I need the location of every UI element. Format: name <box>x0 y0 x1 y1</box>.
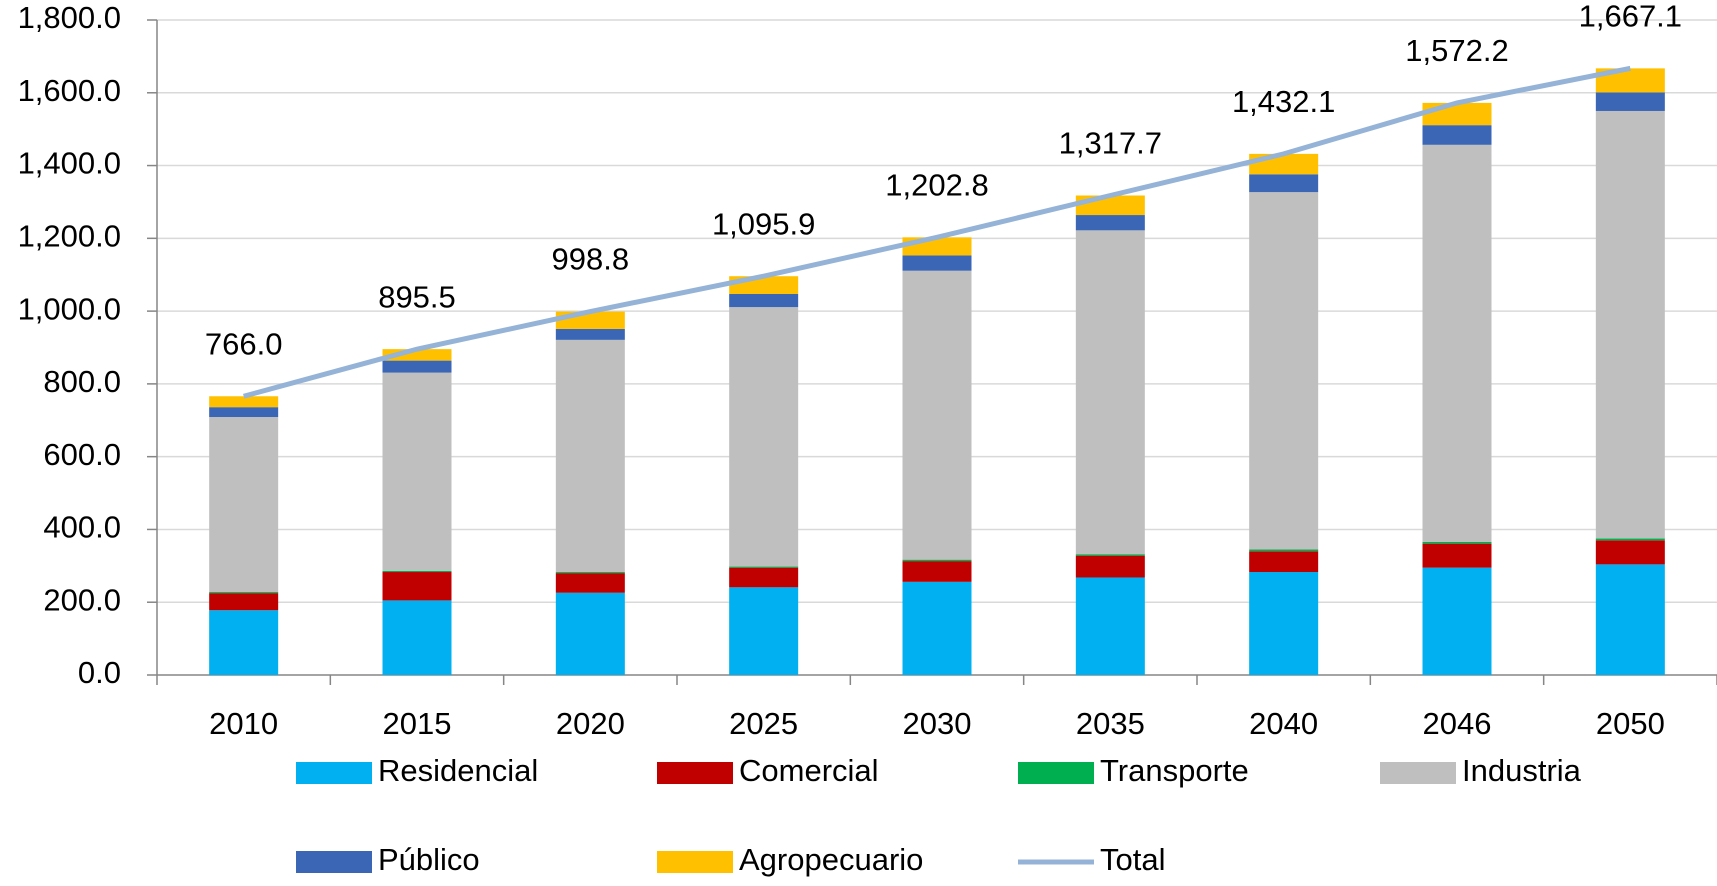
bar-segment <box>555 339 625 573</box>
data-label: 998.8 <box>552 242 630 277</box>
legend-label: Agropecuario <box>739 842 923 877</box>
bar-segment <box>1249 153 1319 175</box>
bar-segment <box>902 270 972 560</box>
legend-label: Industria <box>1462 753 1582 788</box>
y-tick-label: 1,200.0 <box>18 219 121 254</box>
bar-segment <box>209 407 279 418</box>
bar-segment <box>1595 564 1665 675</box>
bar-segment <box>729 307 799 567</box>
bar-segment <box>1595 110 1665 539</box>
data-label: 1,572.2 <box>1405 33 1508 68</box>
bar-segment <box>1249 551 1319 573</box>
bar-segment <box>1422 144 1492 542</box>
total-line <box>243 65 1631 399</box>
bar-segment <box>1249 192 1319 550</box>
x-tick-label: 2035 <box>1076 706 1145 741</box>
bar-segment <box>382 360 452 373</box>
y-tick-label: 1,400.0 <box>18 146 121 181</box>
bar-segment <box>902 255 972 271</box>
x-tick-label: 2046 <box>1423 706 1492 741</box>
bar-segment <box>209 610 279 675</box>
legend-swatch <box>657 762 733 784</box>
data-label: 1,202.8 <box>885 168 988 203</box>
y-tick-label: 1,800.0 <box>18 0 121 35</box>
data-label: 1,667.1 <box>1579 0 1682 34</box>
legend-swatch <box>1380 762 1456 784</box>
bar-segment <box>1422 541 1492 544</box>
data-label: 895.5 <box>378 279 456 314</box>
bar-segment <box>1075 215 1145 231</box>
bar-segment <box>382 372 452 571</box>
x-tick-label: 2050 <box>1596 706 1665 741</box>
bar-segment <box>902 581 972 675</box>
bar-segment <box>729 294 799 308</box>
bar-segment <box>209 592 279 594</box>
y-tick-label: 1,000.0 <box>18 291 121 326</box>
bar-segment <box>1075 555 1145 578</box>
bar-segment <box>1075 230 1145 555</box>
bar-segment <box>1075 195 1145 216</box>
legend-swatch <box>296 762 372 784</box>
legend-swatch <box>296 851 372 873</box>
x-tick-label: 2020 <box>556 706 625 741</box>
y-tick-label: 800.0 <box>43 364 121 399</box>
bar-segment <box>1595 92 1665 111</box>
data-label: 766.0 <box>205 326 283 361</box>
data-label: 1,095.9 <box>712 206 815 241</box>
bar-segment <box>729 567 799 588</box>
bar-segment <box>209 593 279 611</box>
legend-swatch <box>657 851 733 873</box>
data-label: 1,432.1 <box>1232 84 1335 119</box>
bar-segment <box>902 561 972 582</box>
legend-swatch <box>1018 762 1094 784</box>
x-tick-label: 2030 <box>903 706 972 741</box>
bar-segment <box>1422 125 1492 145</box>
bar-segment <box>1075 577 1145 675</box>
y-tick-label: 1,600.0 <box>18 73 121 108</box>
bar-segment <box>1422 543 1492 568</box>
bar-segment <box>729 587 799 675</box>
bar-segment <box>382 600 452 675</box>
legend-label: Transporte <box>1100 753 1249 788</box>
legend-label: Residencial <box>378 753 538 788</box>
bar-segment <box>555 328 625 340</box>
y-tick-label: 600.0 <box>43 437 121 472</box>
legend-label: Total <box>1100 842 1165 877</box>
bar-segment <box>729 566 799 568</box>
bar-segment <box>382 572 452 601</box>
x-tick-label: 2025 <box>729 706 798 741</box>
y-tick-label: 400.0 <box>43 510 121 545</box>
bar-segment <box>1249 174 1319 193</box>
y-tick-label: 0.0 <box>78 655 121 690</box>
y-tick-label: 200.0 <box>43 582 121 617</box>
x-tick-label: 2040 <box>1249 706 1318 741</box>
bar-segment <box>555 592 625 675</box>
bar-segment <box>1422 102 1492 126</box>
bar-segment <box>902 237 972 256</box>
bar-segment <box>1075 554 1145 556</box>
bar-segment <box>382 570 452 573</box>
bar-segment <box>555 572 625 574</box>
bar-segment <box>1249 572 1319 675</box>
bar-segment <box>382 349 452 361</box>
x-tick-label: 2010 <box>209 706 278 741</box>
bar-segment <box>209 396 279 408</box>
bar-segment <box>1249 549 1319 552</box>
bar-segment <box>1595 538 1665 541</box>
data-label: 1,317.7 <box>1059 126 1162 161</box>
bar-segment <box>555 573 625 593</box>
legend-label: Comercial <box>739 753 879 788</box>
bar-segment <box>902 559 972 562</box>
bar-segment <box>1422 567 1492 675</box>
bar-segment <box>1595 540 1665 565</box>
bar-segment <box>209 417 279 593</box>
bar-segment <box>555 311 625 329</box>
x-tick-label: 2015 <box>383 706 452 741</box>
legend-label: Público <box>378 842 480 877</box>
